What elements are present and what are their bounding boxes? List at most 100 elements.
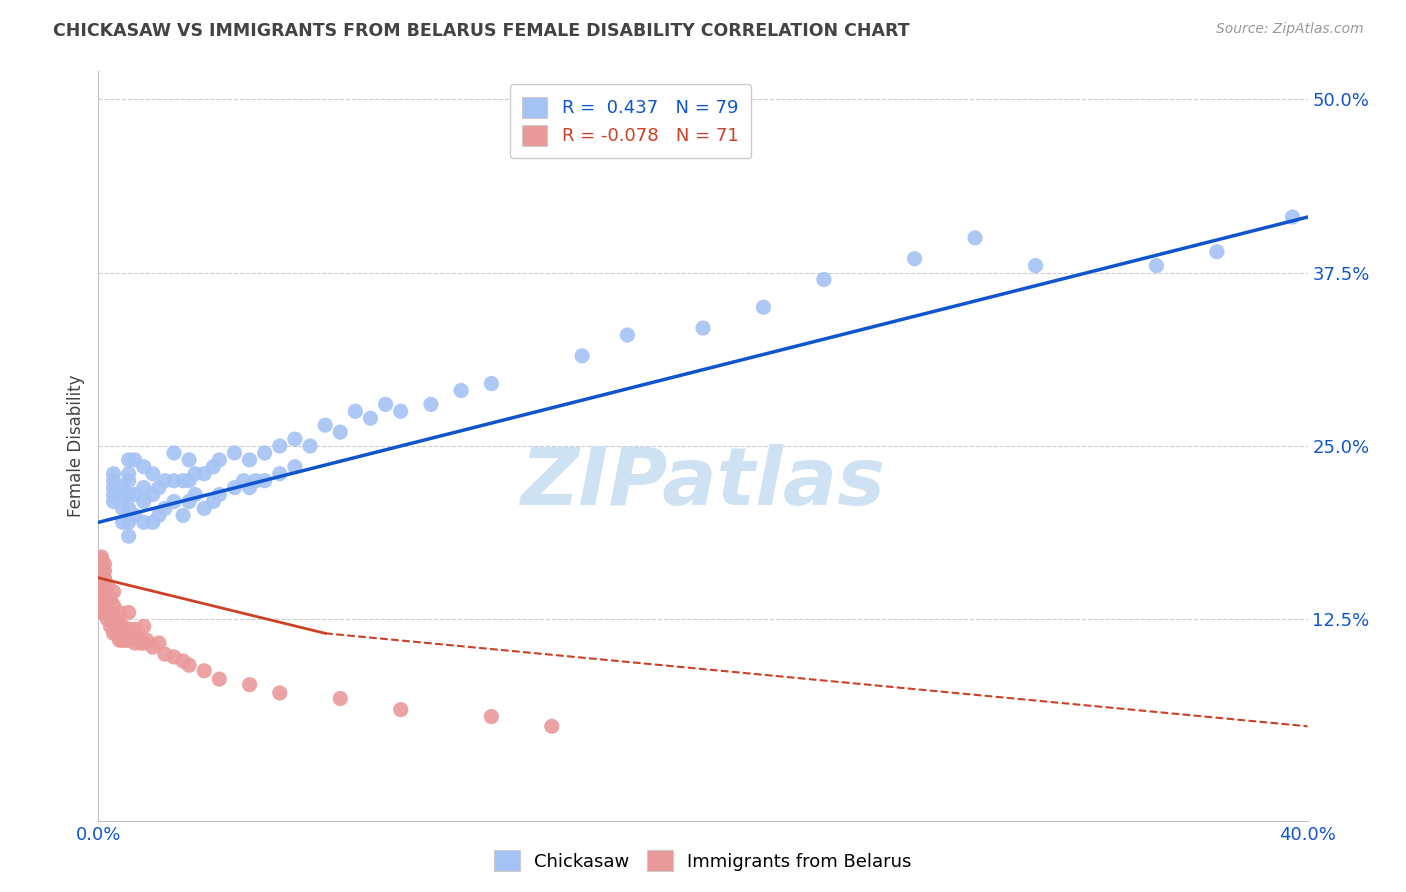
Legend: R =  0.437   N = 79, R = -0.078   N = 71: R = 0.437 N = 79, R = -0.078 N = 71 (509, 84, 751, 159)
Point (90, 591, 112, 606)
Point (105, 612, 128, 626)
Point (284, 432, 307, 446)
Point (153, 501, 176, 516)
Point (253, 474, 276, 488)
Point (239, 678, 262, 692)
Point (284, 459, 307, 474)
Point (114, 633, 136, 648)
Point (90, 606, 112, 620)
Point (208, 672, 231, 686)
Point (100, 619, 122, 633)
Point (1144, 259, 1167, 273)
Point (481, 376, 503, 391)
Point (103, 481, 125, 495)
Point (93, 591, 115, 606)
Point (100, 606, 122, 620)
Point (374, 397, 396, 411)
Text: ZIPatlas: ZIPatlas (520, 444, 886, 523)
Text: CHICKASAW VS IMMIGRANTS FROM BELARUS FEMALE DISABILITY CORRELATION CHART: CHICKASAW VS IMMIGRANTS FROM BELARUS FEM… (53, 22, 910, 40)
Point (124, 622, 146, 636)
Point (93, 606, 115, 620)
Point (179, 658, 201, 673)
Point (127, 631, 149, 645)
Point (124, 453, 146, 467)
Point (118, 487, 141, 501)
Point (420, 397, 443, 411)
Point (135, 633, 157, 648)
Point (100, 591, 122, 606)
Point (389, 703, 412, 717)
Point (103, 612, 125, 626)
Point (1024, 259, 1046, 273)
Point (90, 594, 112, 608)
Point (93, 571, 115, 585)
Legend: Chickasaw, Immigrants from Belarus: Chickasaw, Immigrants from Belarus (488, 843, 918, 879)
Point (481, 709, 503, 723)
Point (93, 599, 115, 613)
Point (93, 557, 115, 571)
Point (90, 584, 112, 599)
Point (108, 633, 131, 648)
Point (90, 599, 112, 613)
Point (124, 487, 146, 501)
Point (142, 487, 165, 501)
Point (96, 591, 118, 606)
Point (118, 467, 141, 481)
Point (118, 453, 141, 467)
Point (103, 626, 125, 640)
Point (253, 446, 276, 460)
Point (132, 619, 155, 633)
Point (103, 494, 125, 508)
Point (93, 584, 115, 599)
Point (269, 439, 291, 453)
Point (90, 559, 112, 574)
Point (103, 474, 125, 488)
Point (813, 272, 835, 286)
Point (245, 474, 267, 488)
Point (118, 529, 141, 543)
Point (96, 578, 118, 592)
Point (179, 453, 201, 467)
Point (329, 425, 352, 439)
Point (142, 516, 165, 530)
Point (179, 494, 201, 508)
Point (105, 626, 128, 640)
Point (172, 508, 194, 523)
Point (540, 719, 562, 733)
Point (96, 606, 118, 620)
Point (239, 453, 262, 467)
Point (239, 481, 262, 495)
Point (90, 553, 112, 567)
Point (90, 571, 112, 585)
Point (96, 612, 118, 626)
Point (90, 571, 112, 585)
Point (118, 501, 141, 516)
Point (124, 508, 146, 523)
Point (142, 640, 165, 655)
Point (224, 481, 246, 495)
Point (163, 446, 186, 460)
Point (148, 481, 170, 495)
Point (148, 508, 170, 523)
Point (90, 564, 112, 578)
Point (90, 566, 112, 581)
Point (132, 516, 155, 530)
Point (184, 467, 207, 481)
Point (90, 606, 112, 620)
Point (111, 487, 134, 501)
Point (118, 516, 141, 530)
Point (163, 494, 186, 508)
Point (269, 467, 291, 481)
Point (616, 328, 638, 343)
Point (179, 474, 201, 488)
Point (202, 494, 225, 508)
Point (329, 691, 352, 706)
Point (163, 649, 186, 664)
Point (132, 636, 155, 650)
Point (111, 501, 134, 516)
Point (269, 686, 291, 700)
Point (193, 467, 215, 481)
Point (752, 300, 775, 314)
Point (111, 619, 134, 633)
Point (108, 619, 131, 633)
